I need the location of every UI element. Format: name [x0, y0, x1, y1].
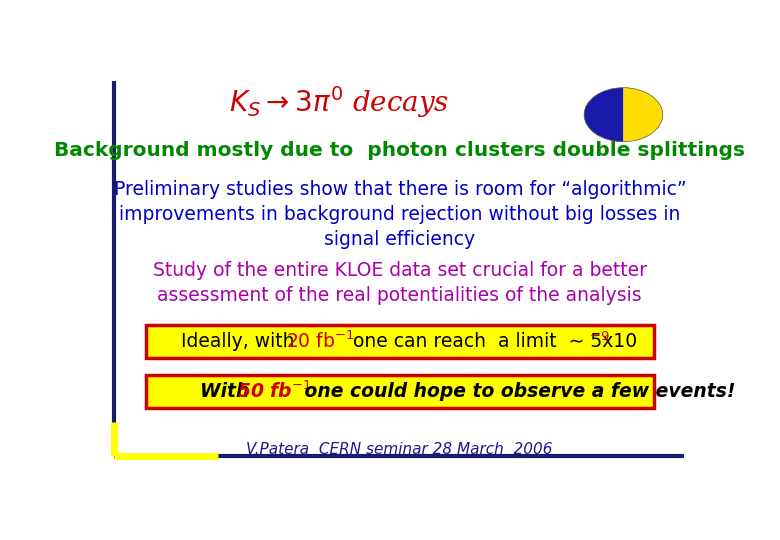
Text: With: With: [200, 382, 255, 401]
FancyBboxPatch shape: [146, 375, 654, 408]
Text: V.Patera  CERN seminar 28 March  2006: V.Patera CERN seminar 28 March 2006: [246, 442, 553, 457]
Wedge shape: [584, 87, 623, 141]
Text: one can reach  a limit  ∼ 5x10: one can reach a limit ∼ 5x10: [347, 332, 637, 351]
Text: $^{-9}$: $^{-9}$: [589, 332, 609, 351]
Text: 20 fb$^{-1}$: 20 fb$^{-1}$: [286, 330, 355, 352]
Text: Preliminary studies show that there is room for “algorithmic”
improvements in ba: Preliminary studies show that there is r…: [114, 180, 686, 249]
Wedge shape: [623, 87, 663, 141]
Text: one could hope to observe a few events!: one could hope to observe a few events!: [298, 382, 735, 401]
Text: Background mostly due to  photon clusters double splittings: Background mostly due to photon clusters…: [55, 140, 745, 159]
Text: 50 fb$^{-1}$: 50 fb$^{-1}$: [237, 381, 312, 402]
Text: Ideally, with: Ideally, with: [181, 332, 300, 351]
Text: $K_S \rightarrow 3\pi^0$ decays: $K_S \rightarrow 3\pi^0$ decays: [229, 84, 449, 120]
Text: Study of the entire KLOE data set crucial for a better
assessment of the real po: Study of the entire KLOE data set crucia…: [153, 261, 647, 305]
FancyBboxPatch shape: [146, 325, 654, 358]
